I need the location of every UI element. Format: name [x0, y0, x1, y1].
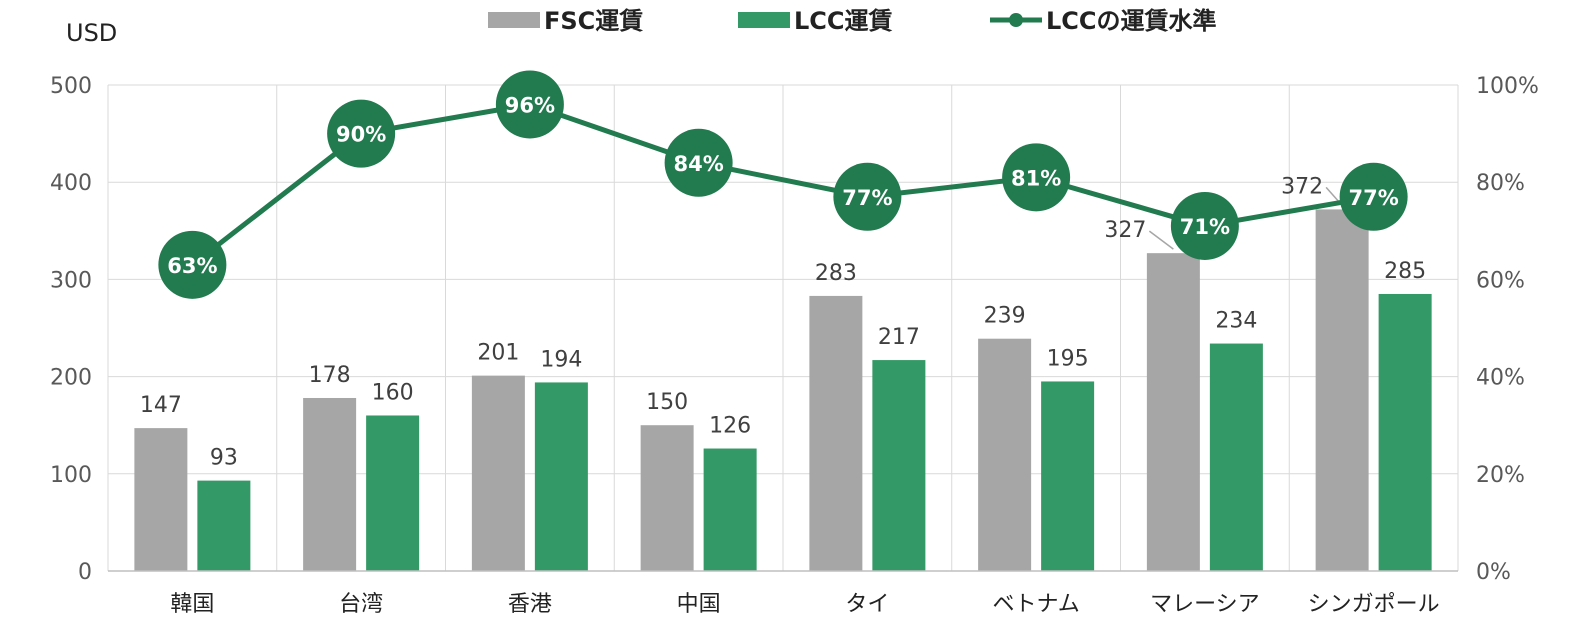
bar-lcc-label: 234	[1215, 309, 1257, 334]
legend-swatch-marker	[1009, 13, 1023, 27]
legend: FSC運賃 LCC運賃 LCCの運賃水準	[488, 7, 1217, 35]
y2-tick-label: 80%	[1476, 171, 1525, 196]
y-tick-label: 200	[50, 366, 92, 391]
legend-label: LCCの運賃水準	[1046, 7, 1217, 35]
rate-marker	[833, 162, 902, 231]
rate-marker	[1339, 162, 1408, 231]
rate-label: 81%	[1011, 166, 1061, 190]
rate-line: 63% 90% 96% 84% 77% 81% 71% 77%	[158, 70, 1408, 299]
axes: 0 100 200 300 400 500 0% 20% 40% 60% 80% 100% 韓国 台湾 香港…	[50, 74, 1539, 617]
bar-lcc-label: 194	[540, 347, 582, 372]
legend-swatch	[488, 12, 540, 28]
bar-lcc-label: 93	[210, 446, 238, 471]
bar-lcc-label: 126	[709, 414, 751, 439]
rate-label: 63%	[167, 254, 217, 278]
rate-marker	[1170, 191, 1239, 260]
bar-fsc-label: 283	[815, 261, 857, 286]
bar-fsc	[1315, 209, 1369, 571]
bar-fsc-label: 178	[309, 363, 351, 388]
y-tick-label: 100	[50, 463, 92, 488]
y-tick-label: 300	[50, 268, 92, 293]
bar-fsc	[134, 428, 188, 571]
bar-fsc	[303, 397, 357, 571]
bar-lcc-label: 217	[878, 325, 920, 350]
rate-label: 84%	[673, 152, 723, 176]
legend-swatch	[738, 12, 790, 28]
bar-fsc	[978, 338, 1032, 571]
bar-lcc	[197, 480, 251, 571]
bar-lcc-label: 160	[372, 380, 414, 405]
bars: 147 93 178 160 201 194 150 126 283 217 239 195 327 23…	[134, 174, 1432, 571]
legend-label: LCC運賃	[794, 7, 893, 35]
category-label: 台湾	[339, 592, 383, 617]
bar-fsc-label: 327	[1104, 218, 1146, 243]
rate-label: 90%	[336, 123, 386, 147]
rate-marker	[1002, 143, 1071, 212]
legend-label: FSC運賃	[544, 7, 643, 35]
bar-lcc	[703, 448, 757, 571]
bar-fsc-label: 147	[140, 393, 182, 418]
bar-fsc	[809, 295, 863, 571]
bar-fsc	[471, 375, 525, 571]
y-tick-label: 400	[50, 171, 92, 196]
rate-marker	[158, 230, 227, 299]
rate-marker	[495, 70, 564, 139]
category-label: シンガポール	[1308, 592, 1440, 617]
y-tick-label: 500	[50, 74, 92, 99]
bar-fsc-label: 372	[1281, 174, 1323, 199]
y2-tick-label: 100%	[1476, 74, 1539, 99]
category-label: 香港	[508, 592, 552, 617]
bar-lcc	[1209, 343, 1263, 571]
bar-lcc	[1041, 381, 1095, 571]
y2-tick-label: 40%	[1476, 366, 1525, 391]
bar-lcc	[1378, 293, 1432, 571]
rate-marker	[327, 99, 396, 168]
rate-label: 71%	[1180, 215, 1230, 239]
y2-tick-label: 0%	[1476, 560, 1511, 585]
category-label: ベトナム	[992, 592, 1079, 617]
bar-lcc-label: 195	[1047, 346, 1089, 371]
bar-fsc	[1146, 253, 1200, 571]
bar-fsc	[640, 425, 694, 571]
rate-label: 77%	[842, 186, 892, 210]
category-label: マレーシア	[1150, 592, 1260, 617]
rate-label: 96%	[505, 93, 555, 117]
y2-tick-label: 20%	[1476, 463, 1525, 488]
rate-marker	[664, 128, 733, 197]
label-leader-line	[1148, 230, 1174, 250]
y-tick-label: 0	[78, 560, 92, 585]
bar-fsc-label: 239	[984, 304, 1026, 329]
bar-lcc	[872, 360, 926, 571]
rate-label: 77%	[1348, 186, 1398, 210]
bar-fsc-label: 150	[646, 390, 688, 415]
bar-fsc-label: 201	[477, 341, 519, 366]
category-label: タイ	[845, 592, 889, 617]
bar-lcc-label: 285	[1384, 259, 1426, 284]
category-label: 韓国	[170, 592, 214, 617]
y2-tick-label: 60%	[1476, 268, 1525, 293]
y-axis-unit-label: USD	[66, 19, 117, 47]
bar-lcc	[366, 415, 420, 571]
category-label: 中国	[677, 592, 721, 617]
bar-lcc	[534, 382, 588, 571]
